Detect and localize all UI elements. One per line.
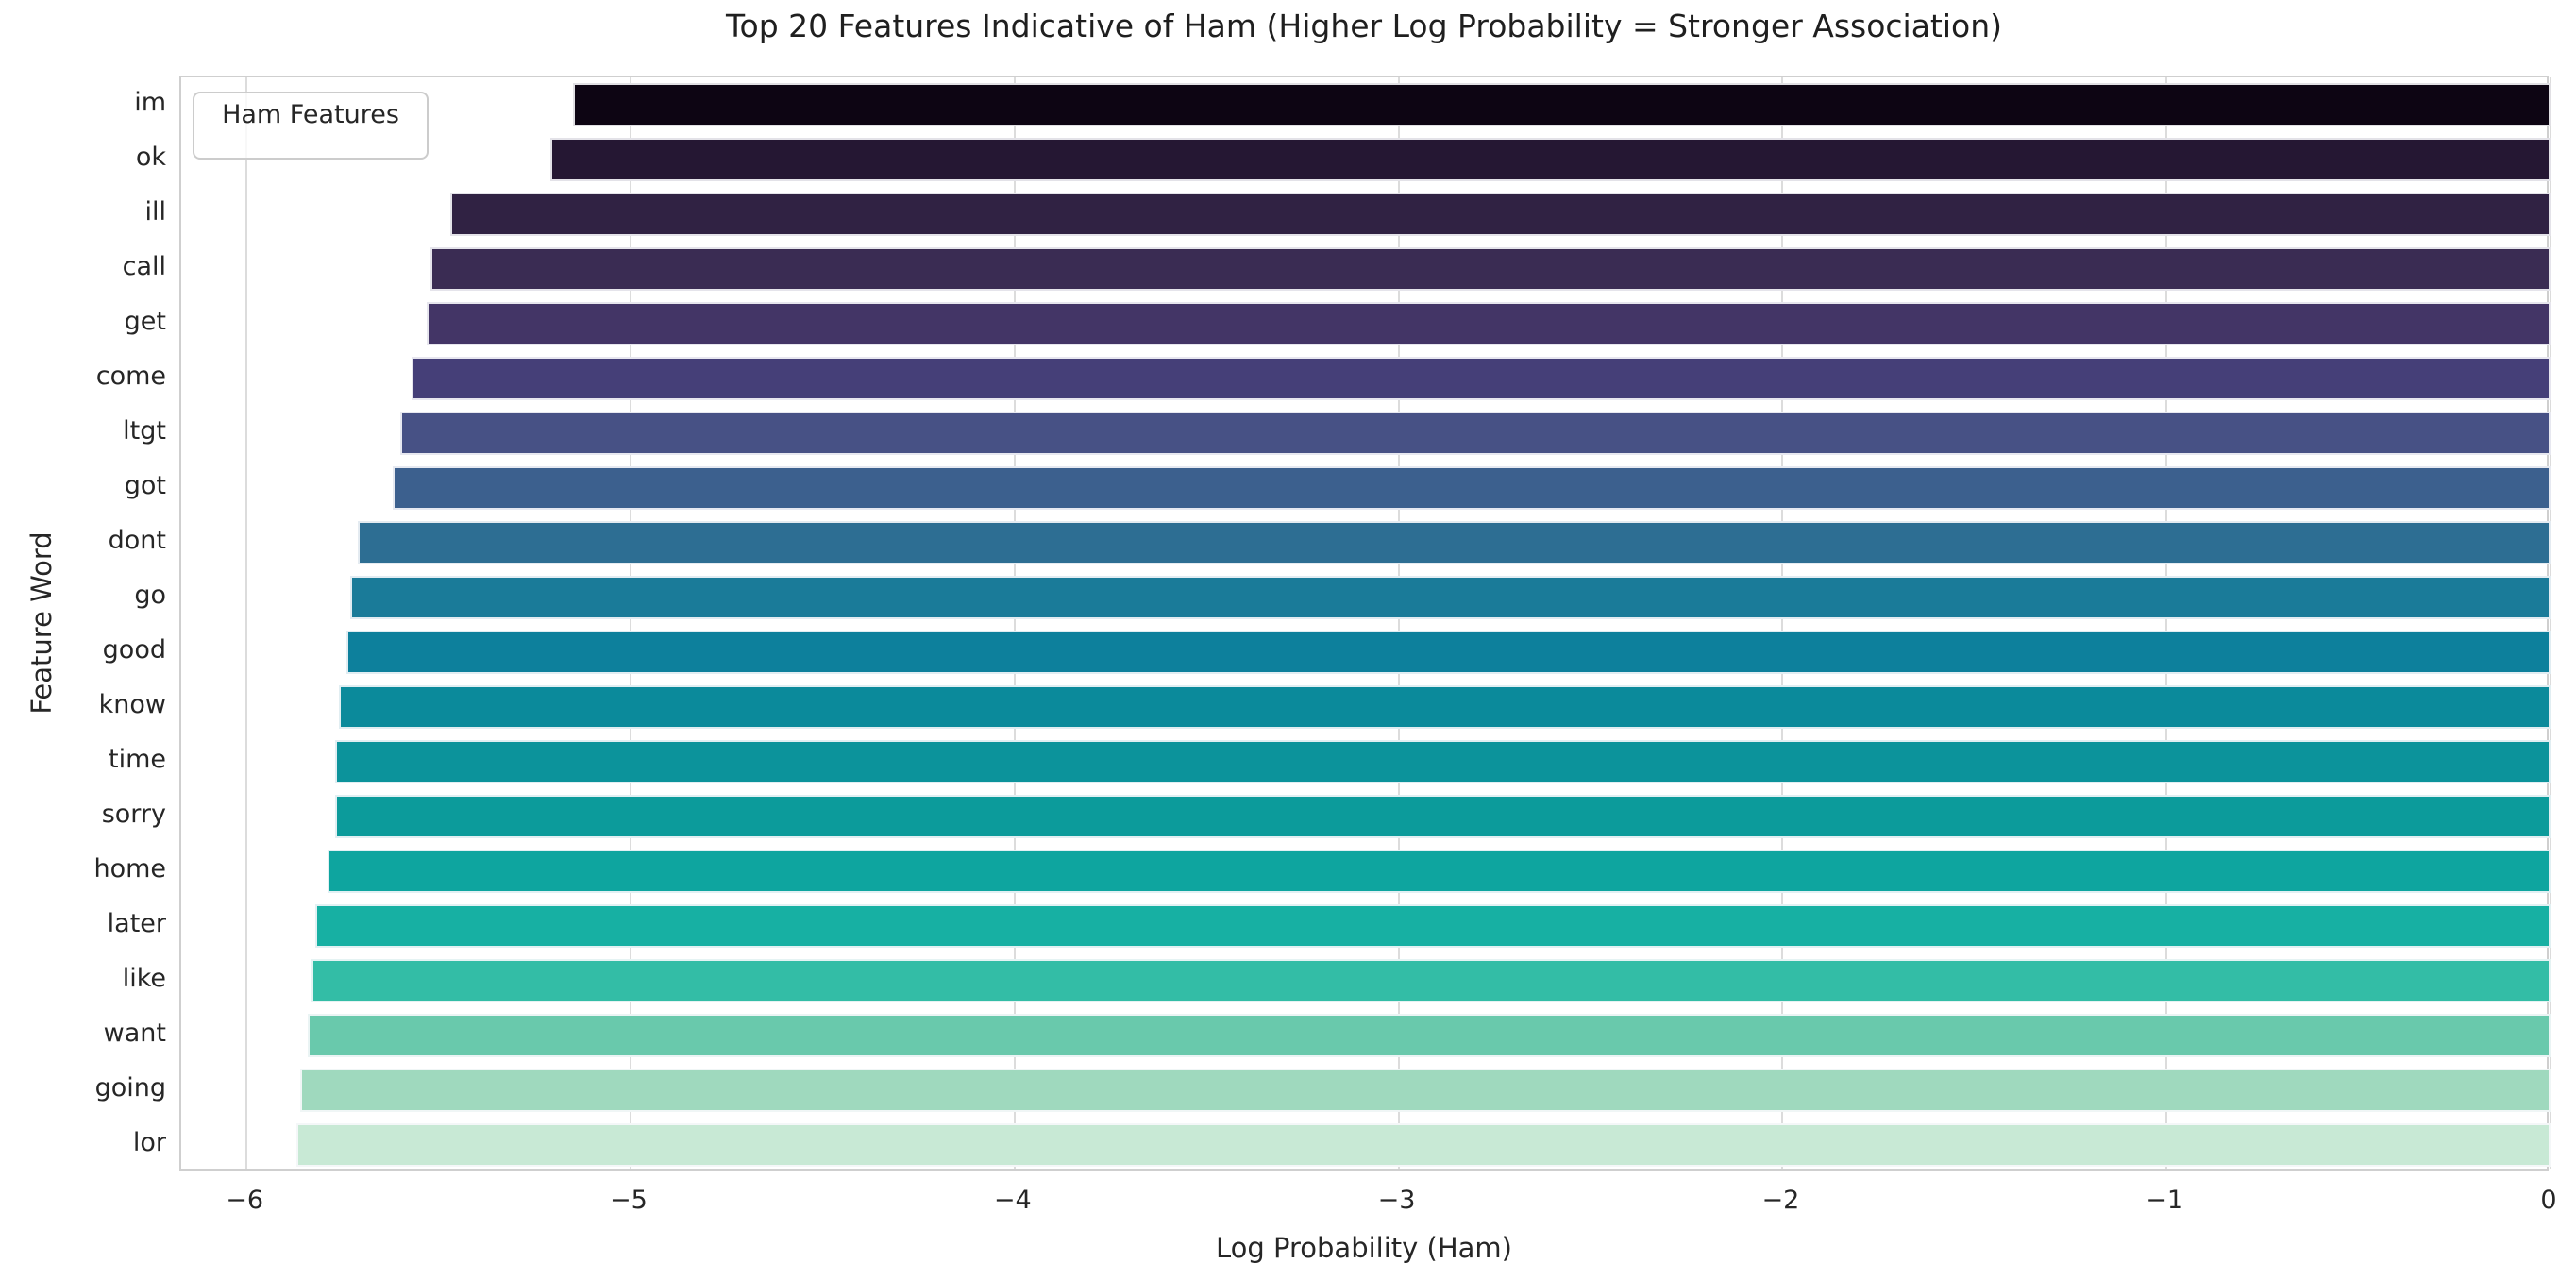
bar-dont [358,521,2551,564]
bar-going [300,1069,2551,1112]
y-tick-label: ltgt [123,416,166,446]
y-tick-label: ok [135,143,166,172]
grid-line [629,77,631,1169]
grid-line [1397,77,1400,1169]
y-tick-label: home [93,854,166,884]
x-tick-label: −2 [1761,1186,1800,1215]
bar-home [327,850,2551,893]
legend-label: Ham Features [222,100,399,129]
bar-im [572,83,2551,126]
bar-got [392,466,2551,510]
y-tick-label: come [95,362,166,391]
bar-go [349,576,2551,619]
y-tick-label: sorry [101,800,166,829]
grid-line [2550,77,2551,1169]
bar-want [308,1014,2551,1057]
y-axis-title: Feature Word [25,531,58,715]
bar-call [430,247,2551,291]
bar-know [338,685,2551,729]
bar-ok [549,138,2551,181]
y-tick-label: dont [108,526,166,555]
y-tick-label: later [107,909,166,938]
bar-later [315,904,2551,948]
x-tick-label: −3 [1377,1186,1416,1215]
bar-lor [296,1123,2551,1167]
bar-sorry [334,795,2551,838]
x-tick-label: −4 [993,1186,1032,1215]
y-tick-label: good [102,635,166,665]
plot-area: Ham Features [179,76,2551,1171]
x-axis-title: Log Probability (Ham) [1216,1232,1512,1264]
bar-ltgt [399,412,2551,455]
x-tick-label: 0 [2540,1186,2557,1215]
bar-good [345,631,2551,674]
y-tick-label: get [124,307,166,336]
y-tick-label: time [108,745,166,774]
y-tick-label: im [134,88,166,117]
y-tick-label: know [98,690,166,719]
x-tick-label: −6 [226,1186,264,1215]
y-tick-label: going [94,1073,166,1103]
grid-line [2165,77,2168,1169]
bar-get [427,302,2551,345]
y-tick-label: call [122,252,166,281]
grid-line [1013,77,1016,1169]
x-tick-label: −5 [610,1186,648,1215]
y-tick-label: ill [144,197,166,227]
chart-title: Top 20 Features Indicative of Ham (Highe… [725,8,2003,44]
y-tick-label: like [122,964,166,993]
y-tick-label: go [134,581,166,610]
grid-line [1781,77,1784,1169]
grid-line [245,77,248,1169]
bar-come [412,357,2551,400]
legend: Ham Features [193,92,429,160]
bar-time [334,740,2551,783]
x-tick-label: −1 [2146,1186,2184,1215]
y-tick-label: got [124,471,166,500]
bar-ill [449,193,2551,236]
y-tick-label: want [103,1019,166,1048]
y-tick-label: lor [132,1128,166,1157]
bar-like [311,959,2551,1002]
